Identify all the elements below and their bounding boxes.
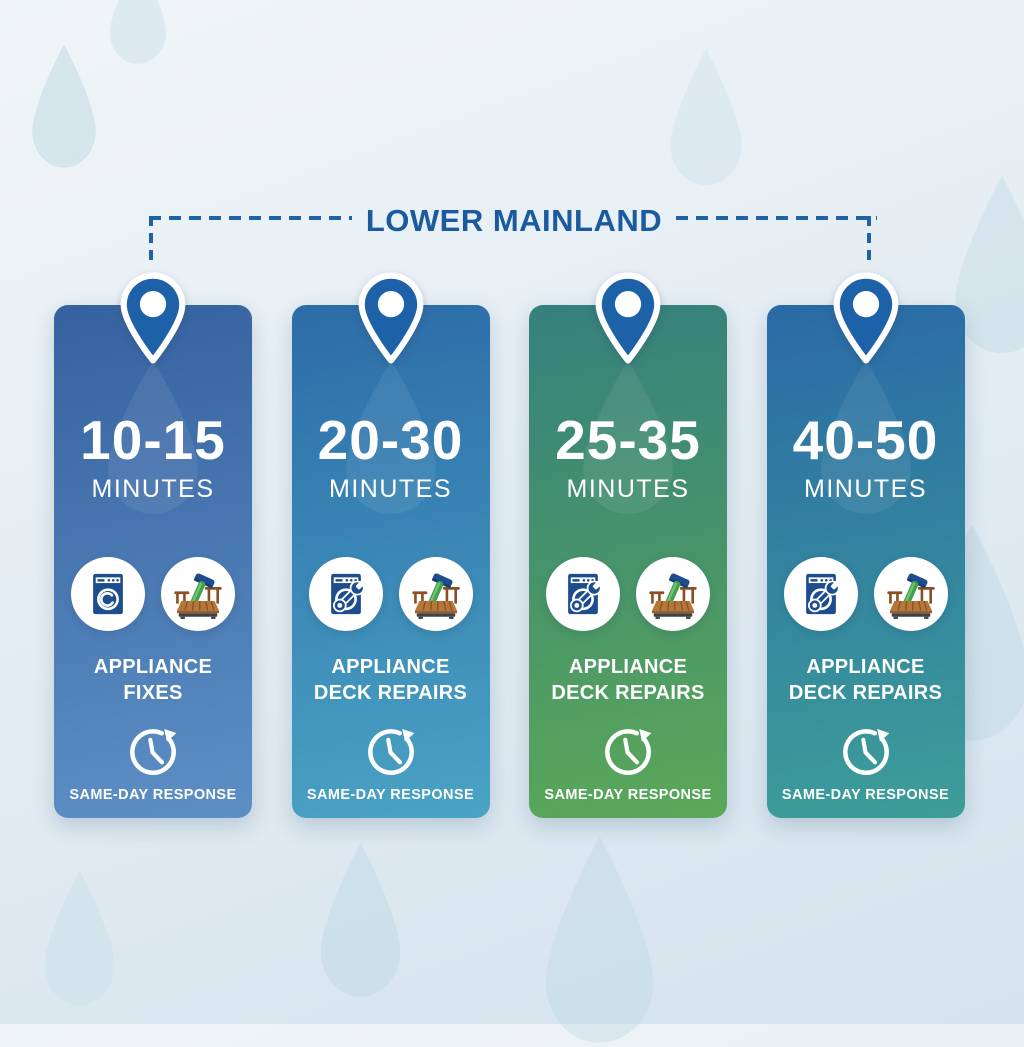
service-area-card: 25-35 MINUTES <box>529 272 727 818</box>
washing-machine-icon <box>546 557 620 631</box>
service-label: APPLIANCE DECK REPAIRS <box>767 654 965 706</box>
dashed-connector-left <box>149 216 352 220</box>
cards-row: 10-15 MINUTES <box>54 272 965 818</box>
washing-machine-icon <box>71 557 145 631</box>
service-area-card: 40-50 MINUTES <box>766 272 965 818</box>
service-area-card: 10-15 MINUTES <box>54 272 252 818</box>
same-day-clock-icon <box>601 725 655 779</box>
service-label-line1: APPLIANCE <box>568 656 688 678</box>
service-label-line2: DECK REPAIRS <box>788 682 943 704</box>
time-range: 25-35 <box>555 409 701 471</box>
service-label: APPLIANCE DECK REPAIRS <box>529 654 727 706</box>
service-label-line2: FIXES <box>123 682 183 704</box>
response-label: SAME-DAY RESPONSE <box>781 787 950 803</box>
dashed-connector-left-drop <box>149 216 153 264</box>
service-label-line1: APPLIANCE <box>93 656 213 678</box>
service-label-line1: APPLIANCE <box>806 656 925 678</box>
service-area-card: 20-30 MINUTES <box>291 272 490 818</box>
deck-hammer-icon <box>398 557 473 631</box>
time-unit-label: MINUTES <box>804 475 927 503</box>
response-label: SAME-DAY RESPONSE <box>544 787 712 803</box>
time-range: 10-15 <box>80 409 226 471</box>
service-label-line1: APPLIANCE <box>331 656 450 678</box>
icon-row <box>54 557 252 631</box>
service-label-line2: DECK REPAIRS <box>313 682 468 704</box>
map-pin-icon <box>591 271 665 369</box>
time-unit-label: MINUTES <box>566 475 690 503</box>
service-label: APPLIANCE DECK REPAIRS <box>292 654 490 706</box>
washing-machine-icon <box>783 557 858 631</box>
deck-hammer-icon <box>873 557 948 631</box>
time-range: 20-30 <box>317 409 464 471</box>
icon-row <box>767 557 965 631</box>
washing-machine-icon <box>308 557 383 631</box>
dashed-connector-right-drop <box>867 216 871 264</box>
same-day-clock-icon <box>126 725 180 779</box>
deck-hammer-icon <box>636 557 710 631</box>
response-label: SAME-DAY RESPONSE <box>306 787 475 803</box>
time-range: 40-50 <box>792 409 939 471</box>
service-label: APPLIANCE FIXES <box>54 654 252 706</box>
icon-row <box>529 557 727 631</box>
deck-hammer-icon <box>161 557 235 631</box>
dashed-connector-right <box>676 216 877 220</box>
service-label-line2: DECK REPAIRS <box>551 682 705 704</box>
map-pin-icon <box>354 271 428 369</box>
same-day-clock-icon <box>364 725 418 779</box>
icon-row <box>292 557 490 631</box>
time-unit-label: MINUTES <box>91 475 215 503</box>
page-title: LOWER MAINLAND <box>365 203 663 238</box>
map-pin-icon <box>829 271 903 369</box>
response-label: SAME-DAY RESPONSE <box>69 787 237 803</box>
time-unit-label: MINUTES <box>329 475 452 503</box>
map-pin-icon <box>116 271 190 369</box>
same-day-clock-icon <box>839 725 893 779</box>
